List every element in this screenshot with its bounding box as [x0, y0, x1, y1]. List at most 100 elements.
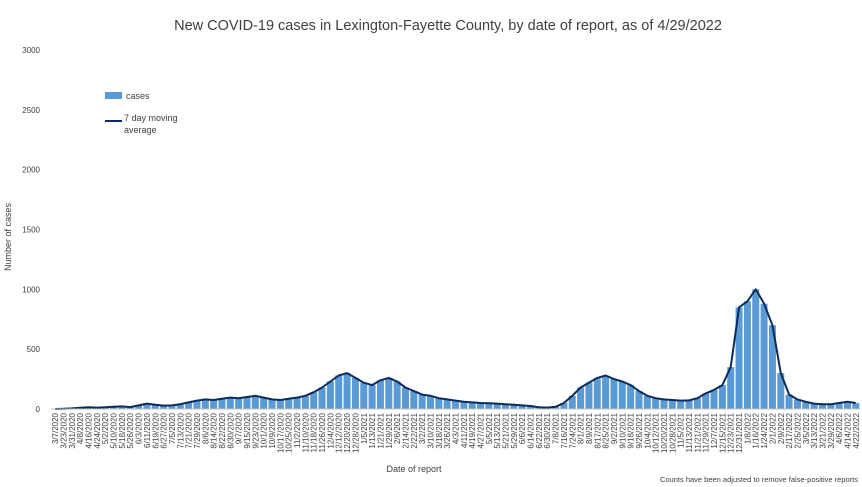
bar — [268, 399, 276, 409]
bar — [118, 406, 126, 409]
x-tick-label: 1/13/2021 — [368, 412, 377, 448]
x-tick-label: 4/22/2022 — [852, 412, 861, 448]
bar — [201, 399, 209, 409]
legend-label-average-wrap: 7 day moving average — [124, 113, 178, 135]
x-tick-label: 3/21/2022 — [819, 412, 828, 448]
bar — [743, 301, 751, 409]
x-tick-label: 12/28/2020 — [351, 412, 360, 453]
bar — [135, 405, 143, 409]
bar — [627, 385, 635, 409]
x-tick-label: 1/16/2022 — [752, 412, 761, 448]
bar — [435, 398, 443, 409]
x-tick-label: 12/12/2020 — [335, 412, 344, 453]
x-tick-label: 6/3/2020 — [135, 412, 144, 444]
x-tick-label: 2/6/2021 — [393, 412, 402, 444]
bar — [418, 394, 426, 409]
bar — [443, 399, 451, 409]
x-tick-label: 1/5/2021 — [360, 412, 369, 444]
x-tick-label: 4/24/2020 — [93, 412, 102, 448]
bar — [401, 387, 409, 409]
bar — [677, 400, 685, 409]
x-tick-label: 11/21/2021 — [693, 412, 702, 452]
x-tick-label: 11/10/2020 — [301, 412, 310, 452]
bar — [568, 395, 576, 409]
x-tick-label: 11/13/2021 — [685, 412, 694, 452]
x-tick-label: 4/8/2020 — [76, 412, 85, 444]
legend-swatch-cases — [105, 92, 122, 99]
chart-title: New COVID-19 cases in Lexington-Fayette … — [174, 18, 722, 34]
bar — [552, 406, 560, 409]
bar — [160, 405, 168, 409]
bar — [460, 401, 468, 409]
bar — [602, 375, 610, 409]
bar — [827, 404, 835, 409]
x-tick-label: 8/14/2020 — [210, 412, 219, 448]
bar — [693, 398, 701, 409]
bar — [368, 385, 376, 409]
x-tick-label: 10/20/2021 — [660, 412, 669, 453]
x-tick-label: 6/19/2020 — [151, 412, 160, 448]
x-tick-label: 3/29/2022 — [827, 412, 836, 448]
x-tick-label: 12/7/2021 — [710, 412, 719, 448]
x-tick-label: 1/8/2022 — [743, 412, 752, 444]
bar — [426, 395, 434, 409]
bar — [702, 393, 710, 409]
x-tick-label: 11/18/2020 — [310, 412, 319, 452]
bar — [818, 404, 826, 409]
x-tick-label: 12/31/2021 — [735, 412, 744, 453]
x-tick-label: 4/11/2021 — [460, 412, 469, 448]
bar — [168, 405, 176, 409]
bar — [685, 400, 693, 409]
x-tick-label: 6/11/2020 — [143, 412, 152, 448]
bar — [110, 406, 118, 409]
bar — [793, 399, 801, 409]
bar — [852, 403, 860, 409]
x-tick-label: 8/25/2021 — [602, 412, 611, 448]
x-tick-label: 5/26/2020 — [126, 412, 135, 448]
x-tick-label: 10/1/2020 — [260, 412, 269, 448]
bar — [527, 406, 535, 409]
x-tick-label: 9/18/2021 — [627, 412, 636, 448]
x-tick-label: 5/10/2020 — [110, 412, 119, 448]
bar — [477, 403, 485, 409]
x-tick-label: 3/18/2021 — [435, 412, 444, 448]
x-tick-label: 8/9/2021 — [585, 412, 594, 444]
x-tick-label: 7/24/2021 — [568, 412, 577, 448]
x-tick-label: 8/1/2021 — [577, 412, 586, 444]
bar — [468, 402, 476, 409]
x-tick-label: 5/2/2020 — [101, 412, 110, 444]
x-tick-label: 4/6/2022 — [835, 412, 844, 444]
bar — [660, 399, 668, 409]
x-tick-label: 5/29/2021 — [510, 412, 519, 448]
x-tick-label: 2/14/2021 — [402, 412, 411, 448]
bar — [218, 398, 226, 409]
bar — [385, 377, 393, 409]
x-tick-label: 7/29/2020 — [193, 412, 202, 448]
bar — [318, 387, 326, 409]
bar — [326, 381, 334, 409]
bar — [635, 391, 643, 409]
x-tick-label: 6/30/2021 — [543, 412, 552, 448]
x-tick-label: 6/22/2021 — [535, 412, 544, 448]
bar — [560, 403, 568, 409]
legend-label-average: 7 day moving average — [124, 113, 178, 135]
x-tick-label: 3/5/2022 — [802, 412, 811, 444]
x-tick-label: 7/21/2020 — [185, 412, 194, 448]
legend-label-cases: cases — [126, 91, 150, 101]
y-tick-label: 2000 — [22, 166, 40, 175]
bar — [485, 403, 493, 409]
x-tick-label: 9/2/2021 — [610, 412, 619, 444]
x-tick-label: 10/25/2020 — [285, 412, 294, 453]
bar — [718, 385, 726, 409]
bar — [185, 402, 193, 409]
bar — [810, 403, 818, 409]
bar — [310, 392, 318, 409]
x-tick-label: 3/13/2022 — [810, 412, 819, 448]
bar — [210, 400, 218, 409]
bar — [843, 401, 851, 409]
bar — [276, 400, 284, 409]
bar — [251, 395, 259, 409]
x-tick-label: 12/23/2021 — [727, 412, 736, 453]
bar — [593, 377, 601, 409]
